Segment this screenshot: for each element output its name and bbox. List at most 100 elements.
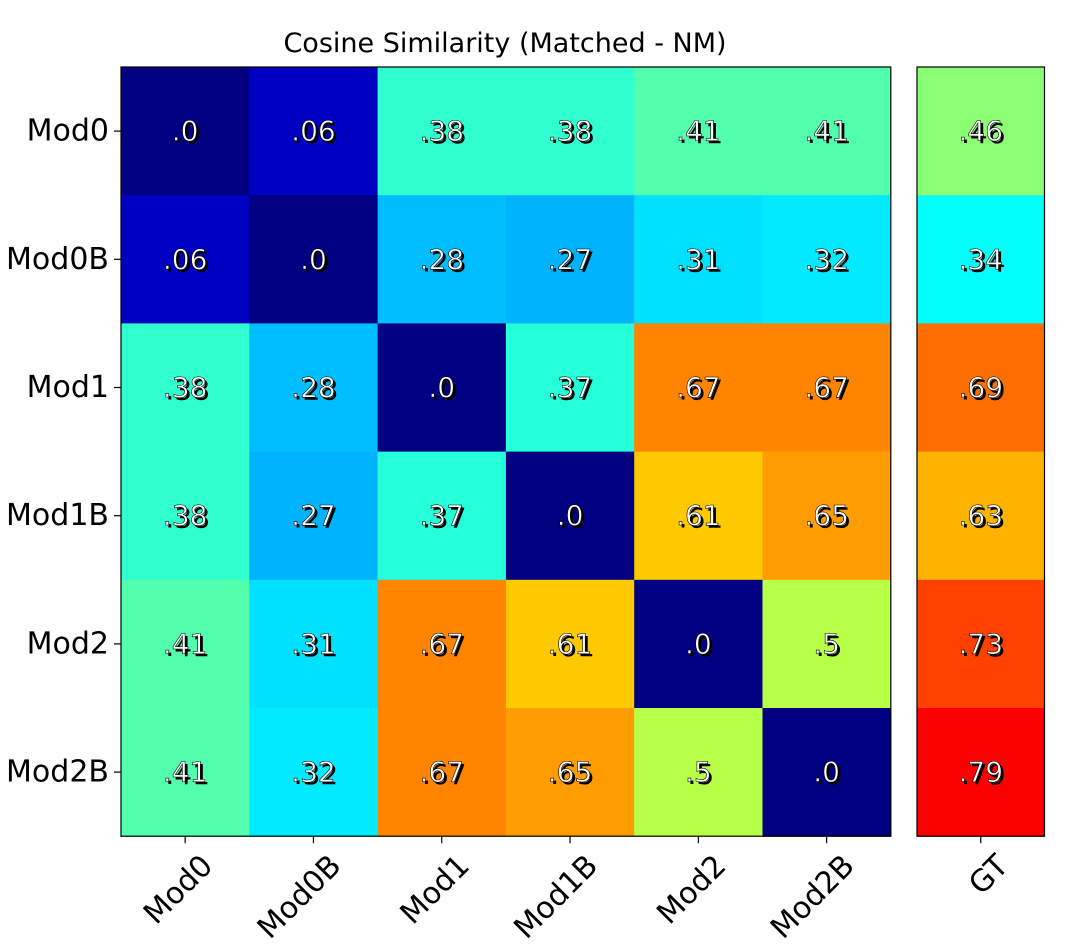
- cell-label-shadow: .28: [294, 374, 339, 407]
- cell-label: .34: [958, 243, 1003, 276]
- row-tick-label: Mod2B: [6, 755, 109, 790]
- heatmap-cell-Mod2-Mod0: [121, 579, 250, 709]
- cell-label-shadow: .63: [961, 502, 1006, 535]
- cell-value-Mod0B-Mod1: .28.28: [419, 242, 467, 278]
- cell-label: .38: [419, 115, 464, 148]
- cell-label-shadow: .34: [961, 245, 1006, 278]
- column-tick-label: Mod2B: [764, 848, 862, 946]
- cell-label-shadow: .0: [431, 374, 458, 407]
- heatmap-cell-Mod2-Mod2B: [762, 579, 892, 709]
- cell-value-Mod0-Mod1B: .38.38: [547, 114, 594, 150]
- cell-label: .0: [813, 756, 840, 789]
- heatmap-cell-Mod0B-Mod2: [634, 195, 763, 324]
- heatmap-cell-Mod0-Mod2: [634, 67, 763, 196]
- cell-label: .41: [804, 115, 849, 148]
- column-tick-label: GT: [962, 848, 1016, 902]
- heatmap-cell-Mod2B-Mod0B: [249, 708, 379, 837]
- cell-label: .63: [958, 499, 1003, 532]
- heatmap-cell-Mod1-Mod2B: [762, 323, 892, 453]
- cell-value-Mod2B-Mod2: .5.5: [685, 755, 715, 791]
- cell-label-shadow: .41: [679, 117, 724, 150]
- cell-value-Mod0B-Mod1B: .27.27: [547, 242, 595, 278]
- cell-label-shadow: .5: [816, 630, 843, 663]
- cell-value-Mod2-Mod2: .0.0: [685, 627, 715, 663]
- row-tick-label: Mod0: [27, 114, 109, 149]
- cell-value-Mod2B-Mod0: .41.41: [163, 755, 210, 791]
- main-heatmap: .0.0.06.06.38.38.38.38.41.41.41.41.06.06…: [120, 66, 892, 837]
- heatmap-cell-Mod1-Mod1: [377, 323, 507, 453]
- cell-value-Mod2-Mod0B: .31.31: [291, 627, 338, 663]
- heatmap-cell-Mod0B-Mod1B: [505, 195, 635, 324]
- cell-label: .38: [548, 115, 593, 148]
- cell-value-Mod2-Mod2B: .5.5: [813, 627, 843, 663]
- cell-label: .73: [958, 627, 1003, 660]
- heatmap-cell-Mod2-Mod1B: [505, 579, 635, 709]
- cell-value-Mod1-Mod1B: .37.37: [547, 371, 595, 407]
- column-tick-label: Mod1: [394, 848, 477, 931]
- cell-label: .67: [419, 627, 464, 660]
- cell-value-Mod1B-Mod0B: .27.27: [291, 499, 338, 535]
- cell-label: .32: [291, 756, 336, 789]
- cell-value-Mod2-Mod0: .41.41: [163, 627, 210, 663]
- cell-label: .37: [419, 499, 464, 532]
- cell-label: .67: [676, 371, 721, 404]
- heatmap-cell-Mod0-Mod1B: [505, 67, 635, 196]
- cell-label: .5: [813, 627, 840, 660]
- cell-label-shadow: .65: [550, 758, 595, 791]
- column-tick-label: Mod0B: [251, 848, 349, 946]
- cell-value-Mod0-Mod1: .38.38: [419, 114, 467, 150]
- heatmap-cell-Mod2-Mod0B: [249, 579, 379, 709]
- heatmap-cell-Mod2B-Mod2B: [762, 708, 892, 837]
- cell-label: .06: [291, 115, 336, 148]
- cell-value-Mod0B-Mod0B: .0.0: [300, 242, 330, 278]
- heatmap-cell-Mod0B-Mod0B: [249, 195, 379, 324]
- cell-label-shadow: .37: [550, 374, 595, 407]
- column-tick-label: Mod1B: [507, 848, 605, 946]
- cell-value-Mod1-Mod2: .67.67: [676, 371, 723, 407]
- cell-label: .61: [548, 627, 593, 660]
- cell-label-shadow: .38: [422, 117, 467, 150]
- heatmap-cell-Mod2-Mod1: [377, 579, 507, 709]
- heatmap-cell-Mod0-Mod2B: [762, 67, 892, 196]
- cell-label: .38: [163, 371, 208, 404]
- cell-label: .65: [548, 756, 593, 789]
- heatmap-cell-Mod1B-Mod0: [121, 451, 250, 581]
- cell-label: .06: [163, 243, 208, 276]
- heatmap-cell-Mod2B-Mod0: [121, 708, 250, 837]
- cell-label: .46: [958, 115, 1003, 148]
- gt-value-Mod2B: .79.79: [958, 755, 1005, 791]
- cell-label-shadow: .65: [807, 502, 852, 535]
- cell-label-shadow: .38: [165, 502, 210, 535]
- cell-label-shadow: .31: [294, 630, 339, 663]
- cell-value-Mod1-Mod0: .38.38: [163, 371, 210, 407]
- cell-label-shadow: .67: [679, 374, 724, 407]
- gt-cell-Mod2: [917, 579, 1045, 709]
- cell-label-shadow: .28: [422, 245, 467, 278]
- cell-value-Mod2B-Mod1B: .65.65: [547, 755, 595, 791]
- row-tick-label: Mod1B: [6, 498, 109, 533]
- cell-label-shadow: .41: [807, 117, 852, 150]
- cell-label-shadow: .32: [807, 245, 852, 278]
- heatmap-cell-Mod0-Mod1: [377, 67, 507, 196]
- cell-label-shadow: .32: [294, 758, 339, 791]
- cell-label-shadow: .67: [807, 374, 852, 407]
- cell-label: .32: [804, 243, 849, 276]
- cell-label: .41: [163, 627, 208, 660]
- cell-label: .0: [172, 115, 199, 148]
- cell-value-Mod0-Mod0B: .06.06: [291, 114, 338, 150]
- heatmap-cell-Mod1-Mod0B: [249, 323, 379, 453]
- cell-value-Mod0B-Mod2: .31.31: [676, 242, 723, 278]
- cell-value-Mod2-Mod1B: .61.61: [547, 627, 594, 663]
- cell-label-shadow: .0: [687, 630, 714, 663]
- column-tick-label: Mod0: [137, 848, 220, 931]
- gt-cell-Mod1B: [917, 451, 1045, 581]
- gt-cell-Mod0B: [917, 195, 1045, 324]
- heatmap-cell-Mod1B-Mod2: [634, 451, 763, 581]
- heatmap-cell-Mod2B-Mod1B: [505, 708, 635, 837]
- row-tick-label: Mod1: [27, 370, 109, 405]
- cell-value-Mod2B-Mod2B: .0.0: [813, 755, 843, 791]
- cell-label: .65: [804, 499, 849, 532]
- cell-label: .31: [291, 627, 336, 660]
- cell-label-shadow: .69: [961, 374, 1006, 407]
- cell-label-shadow: .27: [550, 245, 595, 278]
